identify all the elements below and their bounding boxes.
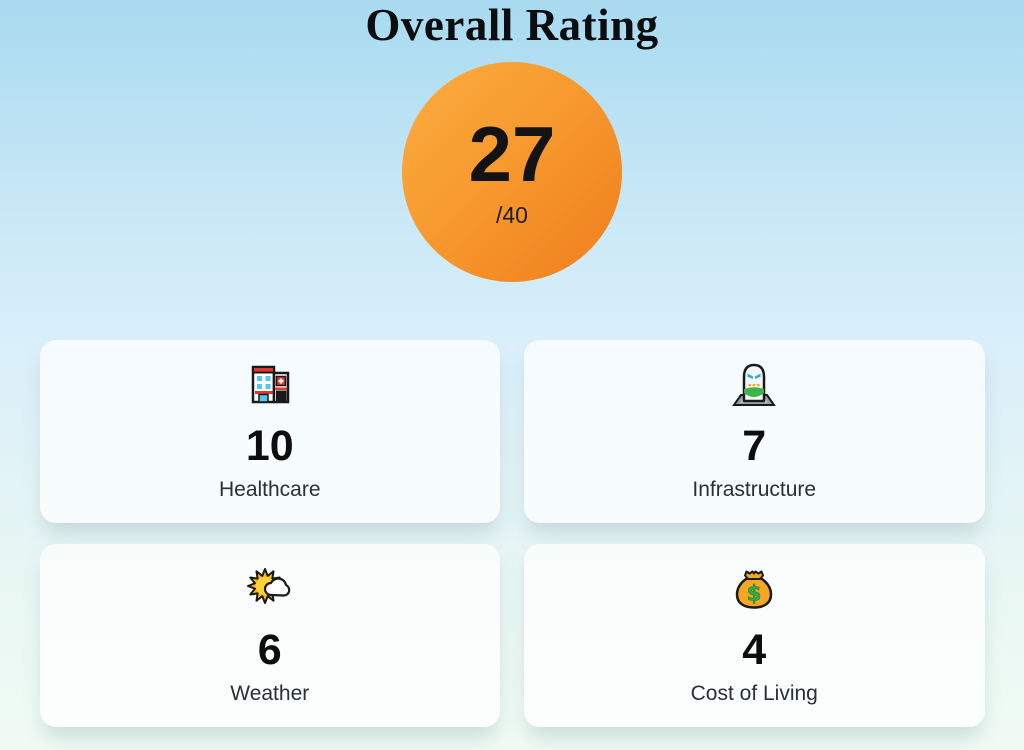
- svg-text:$: $: [747, 582, 762, 606]
- overall-score-badge: 27 /40: [402, 62, 622, 282]
- category-card-healthcare: 10 Healthcare: [39, 340, 500, 523]
- category-grid: 10 Healthcare 7 Infrastructure: [39, 340, 985, 727]
- category-card-infrastructure: 7 Infrastructure: [524, 340, 985, 523]
- category-card-cost-of-living: $ 4 Cost of Living: [524, 544, 985, 727]
- category-value: 10: [245, 422, 294, 470]
- money-bag-icon: $: [730, 564, 778, 612]
- category-card-weather: 6 Weather: [39, 544, 500, 727]
- page-title: Overall Rating: [365, 0, 659, 50]
- category-label: Cost of Living: [690, 682, 818, 705]
- train-icon: [730, 360, 778, 408]
- overall-score-max: /40: [496, 202, 528, 228]
- overall-score-value: 27: [468, 110, 556, 198]
- sun-behind-cloud-icon: [246, 564, 294, 612]
- hospital-icon: [246, 360, 294, 408]
- category-value: 6: [257, 626, 282, 674]
- category-label: Healthcare: [218, 478, 321, 501]
- category-value: 7: [742, 422, 767, 470]
- category-value: 4: [742, 626, 767, 674]
- category-label: Weather: [230, 682, 310, 705]
- category-label: Infrastructure: [692, 478, 817, 501]
